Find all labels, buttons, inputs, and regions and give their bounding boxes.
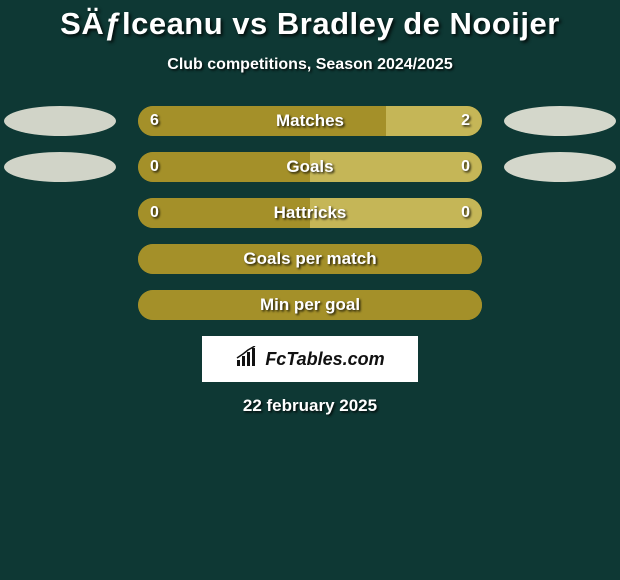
stat-row: Goals0 0 <box>0 152 620 182</box>
page-title: SÄƒlceanu vs Bradley de Nooijer <box>0 0 620 42</box>
stat-bar: Matches6 2 <box>138 106 482 136</box>
stat-label: Matches <box>138 106 482 136</box>
stat-bar: Goals0 0 <box>138 152 482 182</box>
stat-row: Matches6 2 <box>0 106 620 136</box>
date-text: 22 february 2025 <box>0 396 620 416</box>
player-ellipse-left <box>4 106 116 136</box>
subtitle: Club competitions, Season 2024/2025 <box>0 56 620 74</box>
stat-value-right: 2 <box>461 106 470 136</box>
stat-value-left: 0 <box>150 198 159 228</box>
stat-row: Hattricks0 0 <box>0 198 620 228</box>
stat-value-left: 6 <box>150 106 159 136</box>
stat-bar: Goals per match <box>138 244 482 274</box>
stat-row: Min per goal <box>0 290 620 320</box>
stat-row: Goals per match <box>0 244 620 274</box>
player-ellipse-left <box>4 152 116 182</box>
stat-label: Goals <box>138 152 482 182</box>
stat-bar: Hattricks0 0 <box>138 198 482 228</box>
logo-text: FcTables.com <box>265 349 384 370</box>
stat-label: Goals per match <box>138 244 482 274</box>
stat-value-right: 0 <box>461 198 470 228</box>
player-ellipse-right <box>504 152 616 182</box>
chart-icon <box>235 346 261 373</box>
stat-value-right: 0 <box>461 152 470 182</box>
stat-label: Hattricks <box>138 198 482 228</box>
logo-box: FcTables.com <box>202 336 418 382</box>
comparison-rows: Matches62Goals00Hattricks00Goals per mat… <box>0 106 620 320</box>
stat-value-left: 0 <box>150 152 159 182</box>
player-ellipse-right <box>504 106 616 136</box>
stat-bar: Min per goal <box>138 290 482 320</box>
stat-label: Min per goal <box>138 290 482 320</box>
